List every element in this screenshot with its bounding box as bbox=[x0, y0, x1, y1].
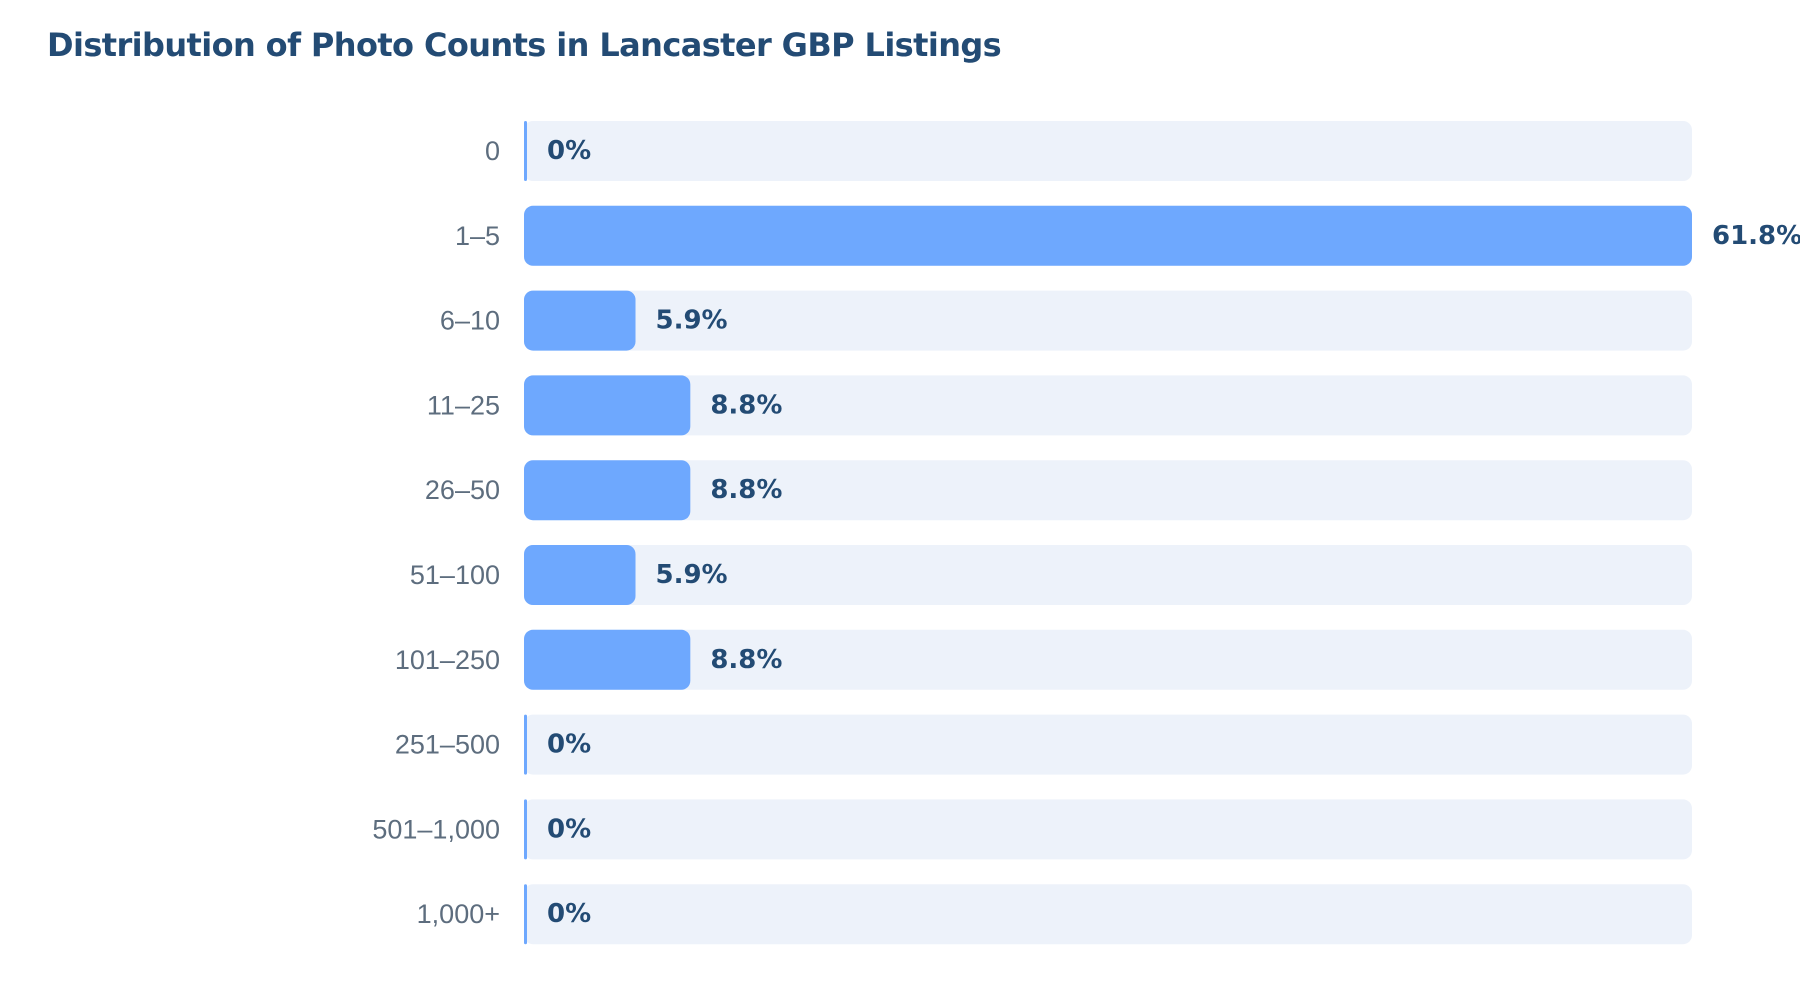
bar-track bbox=[524, 460, 1692, 521]
bar bbox=[524, 884, 527, 945]
value-label: 8.8% bbox=[710, 645, 782, 675]
bar-track bbox=[524, 545, 1692, 605]
bar bbox=[524, 799, 527, 860]
value-label: 0% bbox=[547, 136, 591, 166]
category-label: 0 bbox=[485, 136, 500, 166]
value-label: 0% bbox=[547, 899, 591, 929]
value-label: 61.8% bbox=[1712, 221, 1800, 251]
bar-row: 11–25 8.8% bbox=[427, 375, 1692, 436]
bar bbox=[524, 121, 527, 181]
category-label: 501–1,000 bbox=[372, 814, 500, 844]
bar bbox=[524, 205, 1692, 266]
bar bbox=[524, 290, 636, 351]
bar-row: 1–5 61.8% bbox=[455, 205, 1800, 266]
bar-row: 0 0% bbox=[485, 121, 1692, 181]
category-label: 101–250 bbox=[395, 645, 500, 675]
value-label: 0% bbox=[547, 730, 591, 760]
bar bbox=[524, 714, 527, 775]
value-label: 5.9% bbox=[656, 306, 728, 336]
category-label: 1–5 bbox=[455, 221, 500, 251]
value-label: 8.8% bbox=[710, 390, 782, 420]
bar-track bbox=[524, 121, 1692, 181]
bar-row: 1,000+ 0% bbox=[417, 884, 1692, 945]
category-label: 11–25 bbox=[427, 390, 500, 420]
value-label: 0% bbox=[547, 814, 591, 844]
bar-row: 101–250 8.8% bbox=[395, 629, 1692, 690]
value-label: 5.9% bbox=[656, 560, 728, 590]
bar-row: 51–100 5.9% bbox=[410, 545, 1692, 605]
bar-track bbox=[524, 884, 1692, 945]
category-label: 6–10 bbox=[440, 306, 500, 336]
value-label: 8.8% bbox=[710, 475, 782, 505]
bar-row: 251–500 0% bbox=[395, 714, 1692, 775]
bar-track bbox=[524, 799, 1692, 860]
bar bbox=[524, 545, 636, 605]
bar bbox=[524, 460, 691, 521]
bar-track bbox=[524, 629, 1692, 690]
category-label: 51–100 bbox=[410, 560, 500, 590]
category-label: 26–50 bbox=[425, 475, 500, 505]
bar-row: 26–50 8.8% bbox=[425, 460, 1692, 521]
bar bbox=[524, 375, 691, 436]
bar-row: 501–1,000 0% bbox=[372, 799, 1692, 860]
category-label: 1,000+ bbox=[417, 899, 500, 929]
chart-title: Distribution of Photo Counts in Lancaste… bbox=[47, 26, 1002, 64]
bar-track bbox=[524, 375, 1692, 436]
bar-track bbox=[524, 714, 1692, 775]
category-label: 251–500 bbox=[395, 730, 500, 760]
bar bbox=[524, 629, 691, 690]
bar-row: 6–10 5.9% bbox=[440, 290, 1692, 351]
bar-track bbox=[524, 290, 1692, 351]
